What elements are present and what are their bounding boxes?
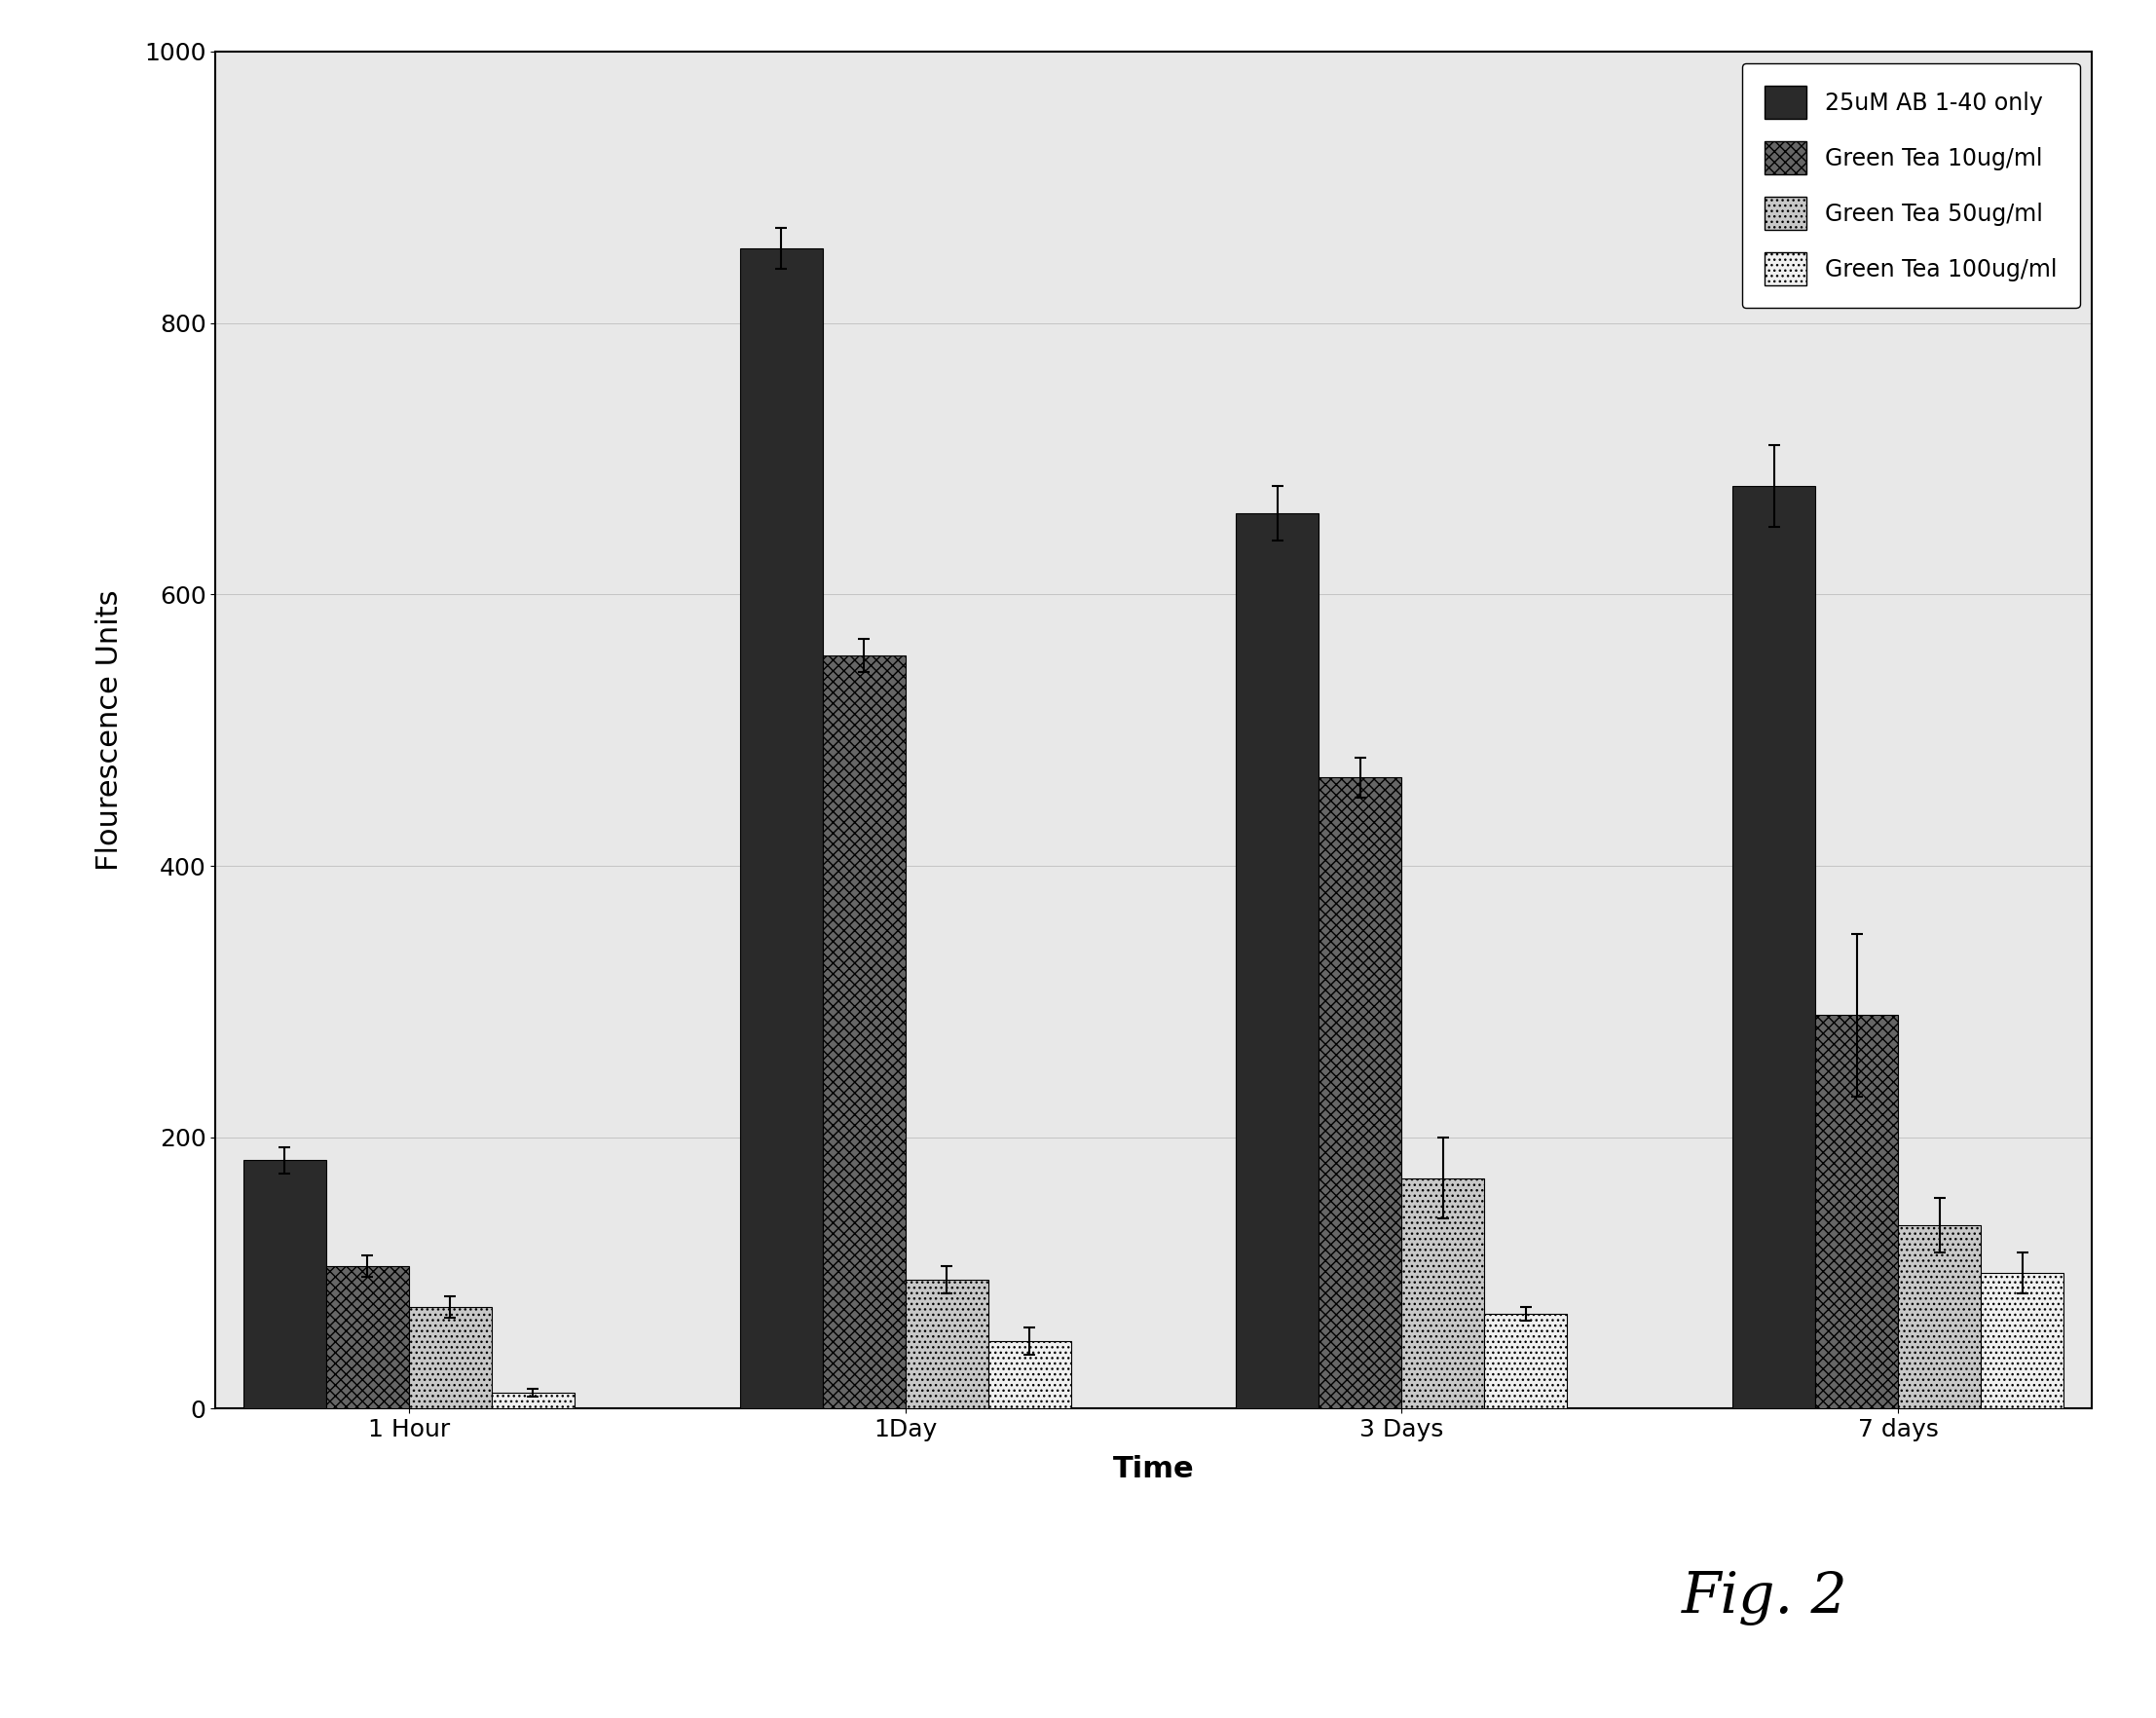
Bar [1897, 1225, 1981, 1409]
Bar [1815, 1015, 1897, 1409]
Bar [1981, 1273, 2063, 1409]
X-axis label: Time: Time [1112, 1455, 1194, 1483]
Bar [1235, 514, 1319, 1409]
Bar [492, 1393, 573, 1409]
Bar [740, 249, 821, 1409]
Bar [1485, 1314, 1567, 1409]
Bar [244, 1160, 326, 1409]
Bar [987, 1342, 1072, 1409]
Text: Fig. 2: Fig. 2 [1682, 1570, 1848, 1625]
Bar [906, 1280, 987, 1409]
Bar [821, 656, 906, 1409]
Legend: 25uM AB 1-40 only, Green Tea 10ug/ml, Green Tea 50ug/ml, Green Tea 100ug/ml: 25uM AB 1-40 only, Green Tea 10ug/ml, Gr… [1742, 64, 2081, 308]
Bar [1401, 1179, 1485, 1409]
Bar [326, 1266, 410, 1409]
Y-axis label: Flourescence Units: Flourescence Units [95, 589, 125, 871]
Bar [1319, 778, 1401, 1409]
Bar [410, 1307, 492, 1409]
Bar [1733, 486, 1815, 1409]
